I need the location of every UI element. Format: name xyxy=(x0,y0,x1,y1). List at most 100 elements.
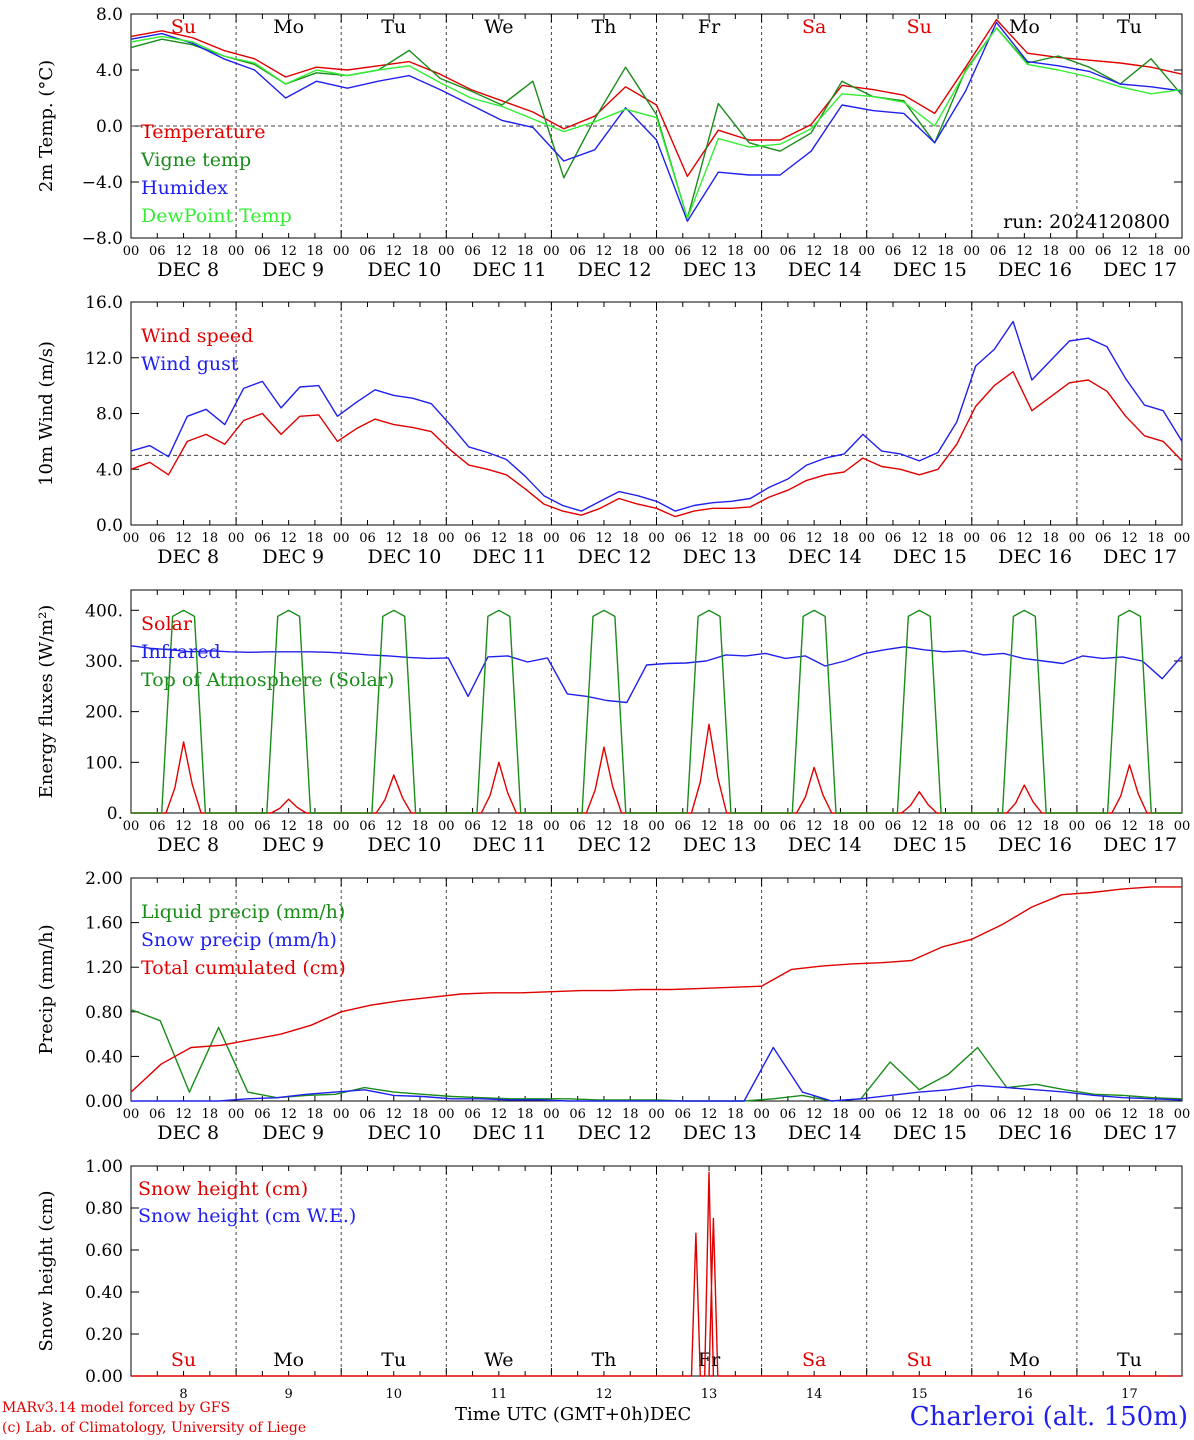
hour-tick-label: 06 xyxy=(1095,1107,1112,1122)
date-label: DEC 8 xyxy=(157,259,219,281)
hour-tick-label: 06 xyxy=(780,819,797,834)
hour-tick-label: 18 xyxy=(517,1107,534,1122)
hour-tick-label: 12 xyxy=(911,819,928,834)
hour-tick-label: 06 xyxy=(990,244,1007,259)
hour-tick-label: 12 xyxy=(911,244,928,259)
hour-tick-label: 00 xyxy=(228,1107,245,1122)
hour-tick-label: 18 xyxy=(832,531,849,546)
run-annotation: run: 2024120800 xyxy=(1003,211,1170,233)
y-tick-label: 0.60 xyxy=(85,1241,123,1261)
date-label: DEC 11 xyxy=(473,1122,547,1144)
weekday-label: Tu xyxy=(1117,16,1142,38)
hour-tick-label: 00 xyxy=(964,531,981,546)
weekday-label: Su xyxy=(171,16,196,38)
y-tick-label: 2.00 xyxy=(85,869,123,889)
legend-total-cumulated-cm: Total cumulated (cm) xyxy=(141,957,346,979)
hour-tick-label: 00 xyxy=(648,244,665,259)
legend-dewpoint-temp: DewPoint Temp xyxy=(141,205,292,227)
hour-tick-label: 00 xyxy=(543,244,560,259)
hour-tick-label: 00 xyxy=(333,1107,350,1122)
series-total-cumulated-cm xyxy=(130,886,1182,1093)
series-lines xyxy=(130,609,1183,814)
hour-tick-label: 06 xyxy=(990,1107,1007,1122)
y-tick-label: 300. xyxy=(85,652,123,672)
hour-tick-label: 18 xyxy=(202,244,219,259)
hour-tick-label: 18 xyxy=(727,531,744,546)
x-tick-labels: 00 06 12 18 00 06 12 18 00 06 12 18 00 06 12 18 00 06 12 18… xyxy=(123,531,1191,568)
hour-tick-label: 12 xyxy=(280,819,297,834)
hour-tick-label: 12 xyxy=(1121,819,1138,834)
hour-tick-label: 00 xyxy=(1174,1107,1191,1122)
weekday-label: Tu xyxy=(381,16,406,38)
hour-tick-label: 00 xyxy=(1069,531,1086,546)
y-tick-label: 400. xyxy=(85,601,123,621)
legend-top-of-atmosphere-solar: Top of Atmosphere (Solar) xyxy=(141,669,394,691)
date-label: DEC 16 xyxy=(998,259,1072,281)
series-snow-height-cm xyxy=(131,1171,1182,1377)
plot-frame xyxy=(130,301,1183,526)
hour-tick-label: 06 xyxy=(149,819,166,834)
hour-tick-label: 12 xyxy=(701,531,718,546)
day-number-label: 16 xyxy=(1016,1387,1033,1402)
date-label: DEC 10 xyxy=(367,259,441,281)
hour-tick-label: 06 xyxy=(675,819,692,834)
y-tick-label: 0. xyxy=(107,804,123,824)
y-tick-label: 0.00 xyxy=(85,1367,123,1387)
hour-tick-label: 12 xyxy=(1016,244,1033,259)
date-label: DEC 16 xyxy=(998,546,1072,568)
panel-1: 8.04.00.0−4.0−8.02m Temp. (°C)00 06 12 18 00… xyxy=(36,5,1190,281)
hour-tick-label: 18 xyxy=(622,531,639,546)
hour-tick-label: 12 xyxy=(385,531,402,546)
series-lines xyxy=(130,886,1183,1102)
hour-tick-label: 00 xyxy=(753,1107,770,1122)
hour-tick-label: 00 xyxy=(333,819,350,834)
hour-tick-label: 06 xyxy=(254,244,271,259)
x-axis-label-suffix: DEC xyxy=(649,1404,692,1425)
weekday-label: Su xyxy=(171,1349,196,1371)
hour-tick-label: 18 xyxy=(412,1107,429,1122)
station-name: Charleroi (alt. 150m) xyxy=(909,1402,1188,1432)
hour-tick-label: 00 xyxy=(228,531,245,546)
y-tick-label: −8.0 xyxy=(82,229,123,249)
hour-tick-label: 12 xyxy=(596,1107,613,1122)
hour-tick-label: 12 xyxy=(491,531,508,546)
hour-tick-label: 12 xyxy=(701,244,718,259)
hour-tick-label: 12 xyxy=(385,244,402,259)
hour-tick-label: 18 xyxy=(307,244,324,259)
hour-tick-label: 00 xyxy=(438,244,455,259)
hour-tick-label: 00 xyxy=(438,819,455,834)
hour-tick-label: 12 xyxy=(1016,531,1033,546)
y-axis-label: Precip (mm/h) xyxy=(36,924,57,1054)
weekday-label: Su xyxy=(907,1349,932,1371)
hour-tick-label: 12 xyxy=(1016,819,1033,834)
series-dewpoint-temp xyxy=(130,27,1183,220)
y-tick-label: 16.0 xyxy=(85,293,123,313)
date-label: DEC 9 xyxy=(262,1122,324,1144)
hour-tick-label: 00 xyxy=(648,819,665,834)
weekday-label: Sa xyxy=(802,1349,826,1371)
hour-tick-label: 18 xyxy=(412,531,429,546)
weekday-label: Mo xyxy=(273,16,304,38)
hour-tick-label: 12 xyxy=(175,1107,192,1122)
hour-tick-label: 06 xyxy=(254,1107,271,1122)
weekday-label: We xyxy=(484,1349,513,1371)
hour-tick-label: 12 xyxy=(175,244,192,259)
hour-tick-label: 06 xyxy=(569,244,586,259)
hour-tick-label: 00 xyxy=(228,244,245,259)
hour-tick-label: 06 xyxy=(675,1107,692,1122)
series-lines xyxy=(130,18,1183,222)
hour-tick-label: 00 xyxy=(123,244,140,259)
hour-tick-label: 18 xyxy=(832,244,849,259)
hour-tick-label: 06 xyxy=(464,244,481,259)
hour-tick-label: 12 xyxy=(911,531,928,546)
hour-tick-label: 06 xyxy=(254,531,271,546)
date-label: DEC 17 xyxy=(1103,546,1177,568)
legend-wind-speed: Wind speed xyxy=(141,325,253,347)
hour-tick-label: 12 xyxy=(596,244,613,259)
model-credit: MARv3.14 model forced by GFS xyxy=(2,1400,231,1416)
date-label: DEC 10 xyxy=(367,834,441,856)
hour-tick-label: 12 xyxy=(806,244,823,259)
day-number-label: 9 xyxy=(285,1387,293,1402)
date-label: DEC 13 xyxy=(683,1122,757,1144)
